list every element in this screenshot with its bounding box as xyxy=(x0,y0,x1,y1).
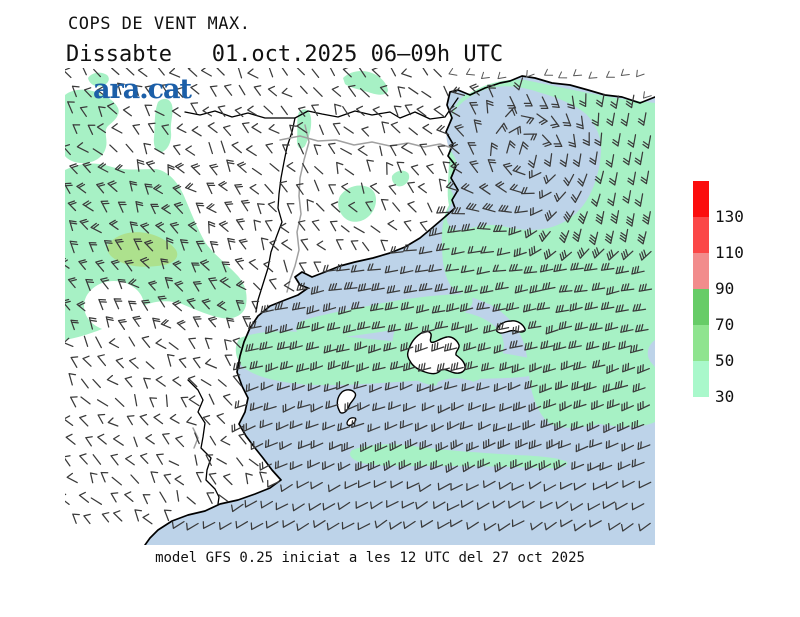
legend-tick-label: 50 xyxy=(715,351,735,370)
wind-barbs-layer xyxy=(65,68,653,532)
islands-layer xyxy=(336,320,526,427)
legend-color-segment xyxy=(693,289,709,325)
legend-color-segment xyxy=(693,253,709,289)
legend-tick-label: 110 xyxy=(715,243,744,262)
legend-color-segment xyxy=(693,181,709,217)
legend-color-segment xyxy=(693,325,709,361)
legend-tick-label: 30 xyxy=(715,387,735,406)
legend-tick-label: 90 xyxy=(715,279,735,298)
model-info: model GFS 0.25 iniciat a les 12 UTC del … xyxy=(155,550,585,566)
wind-speed-legend: 130 110 90 70 50 30 xyxy=(693,181,744,406)
wind-shade-layer xyxy=(235,79,655,469)
map-subtitle: Dissabte 01.oct.2025 06–09h UTC xyxy=(66,42,504,67)
map-title: COPS DE VENT MAX. xyxy=(68,14,251,34)
legend-color-segment xyxy=(693,361,709,397)
legend-tick-label: 70 xyxy=(715,315,735,334)
legend-color-segment xyxy=(693,217,709,253)
borders-layer xyxy=(144,75,655,545)
land-shade-layer xyxy=(65,70,410,340)
legend-tick-label: 130 xyxy=(715,207,744,226)
ara-cat-logo: ara.cat xyxy=(93,74,192,105)
